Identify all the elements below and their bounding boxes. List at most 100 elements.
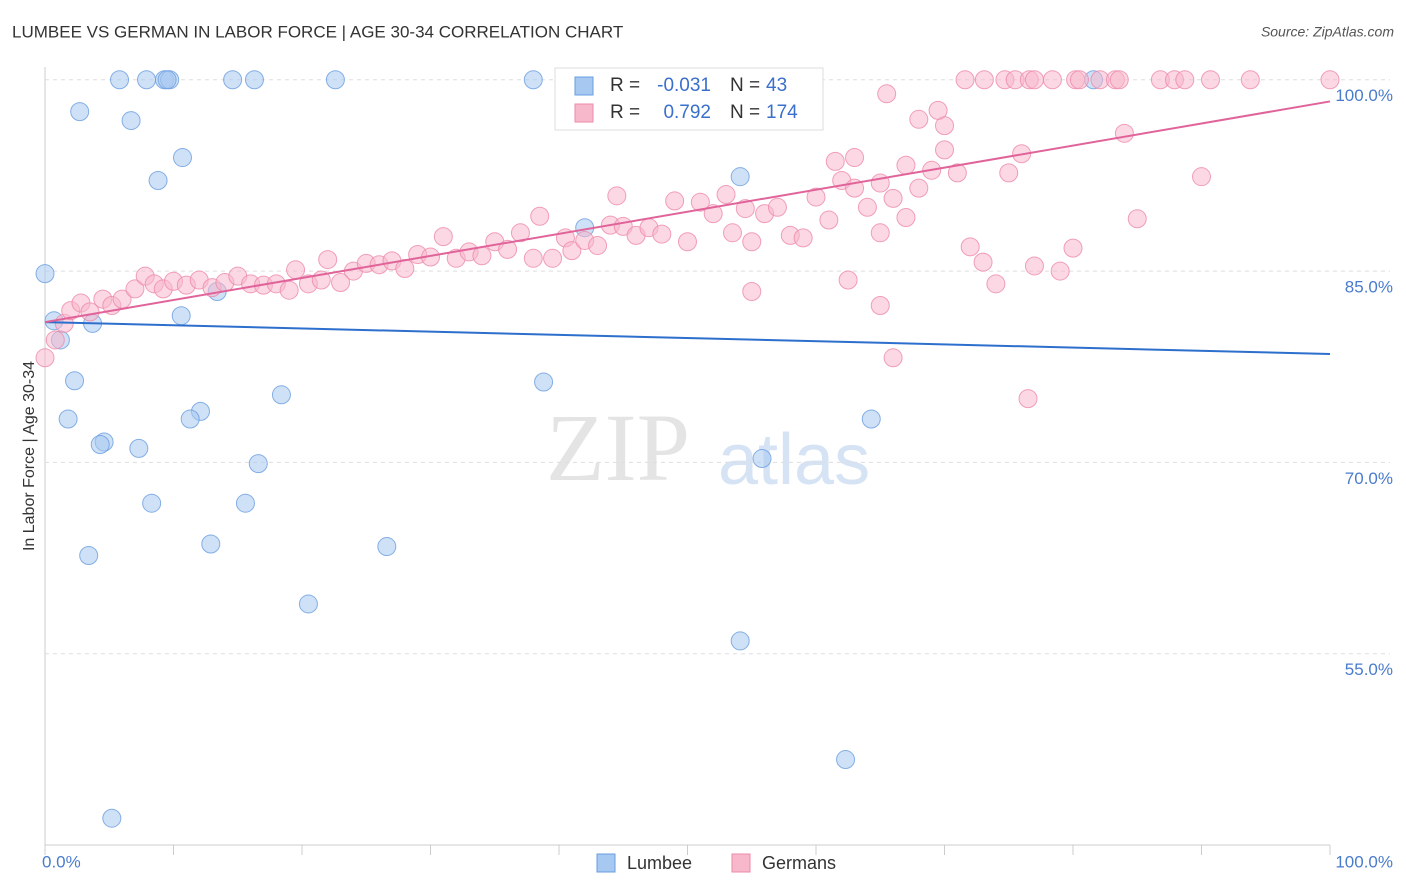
legend-value: 0.792 <box>663 102 711 123</box>
point <box>1127 209 1147 229</box>
point <box>716 185 736 205</box>
point <box>986 274 1006 294</box>
point <box>562 241 582 261</box>
point <box>110 70 130 90</box>
legend-value: 174 <box>766 102 798 123</box>
legend-swatch <box>574 103 594 123</box>
point <box>742 281 762 301</box>
point <box>909 109 929 129</box>
legend-label: N = <box>730 75 760 96</box>
point <box>742 232 762 252</box>
watermark: atlas <box>718 420 870 500</box>
point <box>1109 70 1129 90</box>
point <box>883 188 903 208</box>
point <box>955 70 975 90</box>
point <box>935 140 954 160</box>
point <box>652 224 672 244</box>
point <box>870 223 890 243</box>
point <box>861 409 881 429</box>
point <box>690 192 710 212</box>
point <box>678 232 697 252</box>
point <box>1042 70 1062 90</box>
point <box>607 186 627 206</box>
point <box>377 537 397 557</box>
point <box>180 409 200 429</box>
legend-box <box>554 67 824 131</box>
point <box>730 167 750 187</box>
y-axis-label: In Labor Force | Age 30-34 <box>21 361 38 551</box>
point <box>244 70 264 90</box>
point <box>883 348 903 368</box>
y-tick-label: 55.0% <box>1345 660 1393 679</box>
point <box>845 148 865 168</box>
point <box>142 493 162 513</box>
point <box>974 70 994 90</box>
point <box>223 70 243 90</box>
points <box>35 70 1340 409</box>
legend-value: -0.031 <box>657 75 711 96</box>
point <box>1050 261 1070 281</box>
point <box>1024 70 1044 90</box>
point <box>79 545 99 565</box>
point <box>318 250 338 270</box>
x-tick-label: 0.0% <box>42 852 81 871</box>
point <box>534 372 554 392</box>
point <box>1240 70 1260 90</box>
point <box>498 239 518 259</box>
point <box>928 100 948 120</box>
y-tick-label: 100.0% <box>1335 86 1393 105</box>
trend-line <box>44 100 1331 324</box>
legend-swatch <box>731 853 751 873</box>
point <box>1018 389 1038 409</box>
point <box>1063 238 1083 258</box>
point <box>730 631 750 651</box>
point <box>947 163 967 183</box>
source: Source: ZipAtlas.com <box>1261 24 1394 40</box>
point <box>767 197 787 217</box>
point <box>530 206 550 226</box>
point <box>960 237 980 257</box>
point <box>331 273 351 293</box>
trend-line <box>44 321 1331 355</box>
point <box>1114 123 1134 143</box>
point <box>896 207 916 227</box>
point <box>35 348 55 368</box>
point <box>325 70 345 90</box>
x-tick-label: 100.0% <box>1335 852 1393 871</box>
point <box>171 306 191 326</box>
point <box>703 204 723 224</box>
point <box>999 163 1019 183</box>
point <box>1024 256 1044 276</box>
point <box>65 371 85 391</box>
point <box>836 750 856 770</box>
point <box>157 70 177 90</box>
point <box>298 594 318 614</box>
point <box>90 435 110 455</box>
legend-label: N = <box>730 102 760 123</box>
y-tick-label: 85.0% <box>1345 278 1393 297</box>
point <box>543 248 563 268</box>
point <box>1175 70 1195 90</box>
legend-entry: Germans <box>762 853 836 873</box>
point <box>752 449 772 469</box>
legend-value: 43 <box>766 75 787 96</box>
point <box>857 197 877 217</box>
point <box>286 260 306 280</box>
point <box>1069 70 1089 90</box>
point <box>271 385 291 405</box>
point <box>825 151 845 171</box>
point <box>121 111 141 131</box>
point <box>102 808 122 828</box>
point <box>70 102 90 122</box>
point <box>35 264 55 284</box>
point <box>735 199 755 219</box>
chart-title: LUMBEE VS GERMAN IN LABOR FORCE | AGE 30… <box>12 22 623 41</box>
point <box>125 279 145 299</box>
point <box>201 534 221 554</box>
point <box>279 280 299 300</box>
legend-label: R = <box>610 75 640 96</box>
point <box>1200 70 1220 90</box>
legend-label: R = <box>610 102 640 123</box>
